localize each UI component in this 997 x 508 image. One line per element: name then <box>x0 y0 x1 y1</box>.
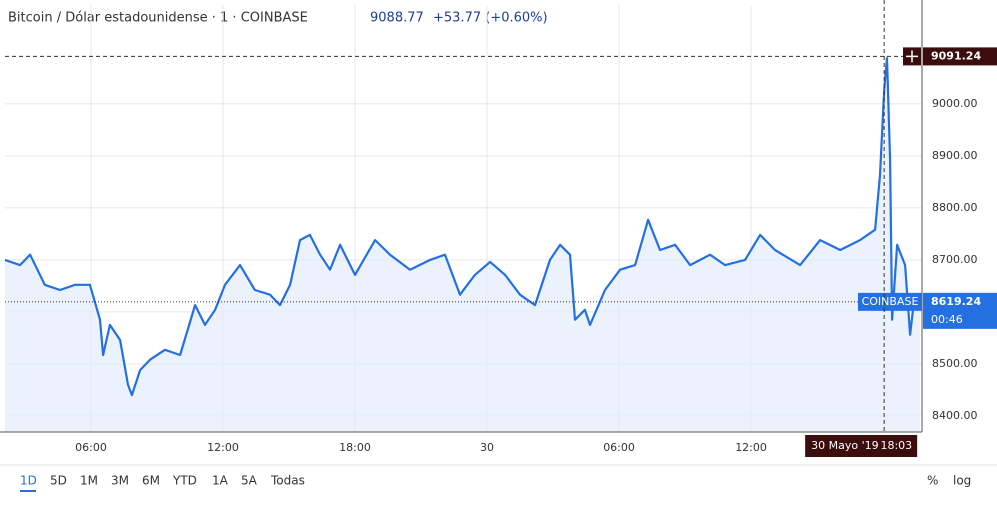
y-tick-label: 8800.00 <box>932 201 978 214</box>
x-tick-label: 12:00 <box>207 441 239 454</box>
y-tick-label: 8700.00 <box>932 253 978 266</box>
x-tick-label: 12:00 <box>735 441 767 454</box>
range-button[interactable]: 1A <box>212 474 229 488</box>
price-tag <box>923 292 997 329</box>
crosshair-value-label: 9091.24 <box>931 49 981 62</box>
range-button[interactable]: 3M <box>111 474 129 488</box>
exchange-label: COINBASE <box>862 295 919 308</box>
range-button[interactable]: 1M <box>80 474 98 488</box>
last-price: 9088.77 <box>370 11 424 26</box>
range-button[interactable]: 5A <box>241 474 258 488</box>
plus-icon <box>906 50 918 63</box>
range-button[interactable]: 5D <box>50 474 67 488</box>
crosshair-time: 18:03 <box>880 439 912 452</box>
x-tick-label: 18:00 <box>339 441 371 454</box>
range-button[interactable]: 1D <box>20 474 37 488</box>
y-tick-label: 9000.00 <box>932 97 978 110</box>
price-line <box>4 57 921 397</box>
crosshair-value-tag <box>923 47 997 66</box>
area-fill <box>5 58 921 432</box>
y-tick-label: 8400.00 <box>932 409 978 422</box>
crosshair-date: 30 Mayo '19 <box>811 439 878 452</box>
range-button[interactable]: Todas <box>270 474 305 488</box>
range-button[interactable]: YTD <box>172 474 197 488</box>
crosshair-time-tag <box>805 435 918 457</box>
range-button[interactable]: 6M <box>142 474 160 488</box>
y-tick-label: 8900.00 <box>932 149 978 162</box>
x-tick-label: 06:00 <box>75 441 107 454</box>
scale-option[interactable]: log <box>953 474 971 488</box>
y-tick-label: 8500.00 <box>932 357 978 370</box>
price-tag-label: 8619.24 <box>931 295 981 308</box>
x-tick-label: 30 <box>480 441 494 454</box>
price-change: +53.77 (+0.60%) <box>433 11 548 26</box>
scale-option[interactable]: % <box>927 474 938 488</box>
countdown-label: 00:46 <box>931 313 963 326</box>
x-tick-label: 06:00 <box>603 441 635 454</box>
symbol-title: Bitcoin / Dólar estadounidense · 1 · COI… <box>8 11 308 26</box>
exchange-tag <box>858 292 922 311</box>
